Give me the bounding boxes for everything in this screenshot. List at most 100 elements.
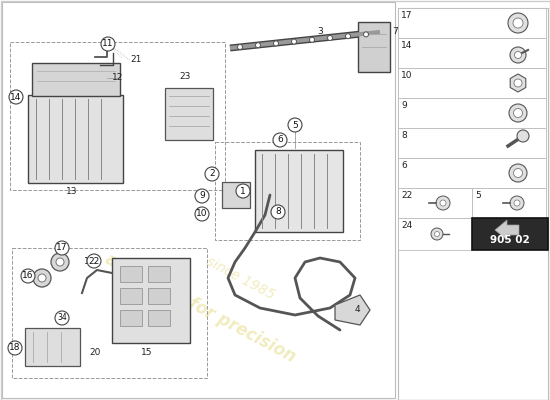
FancyBboxPatch shape [148, 310, 170, 326]
Circle shape [21, 269, 35, 283]
Text: 18: 18 [9, 344, 21, 352]
Circle shape [195, 207, 209, 221]
FancyBboxPatch shape [398, 188, 472, 218]
Polygon shape [335, 295, 370, 325]
Circle shape [510, 47, 526, 63]
Text: 16: 16 [22, 272, 34, 280]
Text: 17: 17 [56, 244, 68, 252]
FancyBboxPatch shape [112, 258, 190, 343]
Text: 34: 34 [57, 314, 67, 322]
FancyBboxPatch shape [148, 288, 170, 304]
Circle shape [236, 184, 250, 198]
Polygon shape [495, 220, 519, 240]
Text: 14: 14 [10, 92, 21, 102]
Circle shape [509, 164, 527, 182]
Text: 12: 12 [112, 74, 123, 82]
Circle shape [195, 189, 209, 203]
Circle shape [509, 104, 527, 122]
Text: 5: 5 [292, 120, 298, 130]
Circle shape [345, 34, 350, 39]
Text: 13: 13 [66, 187, 77, 196]
FancyBboxPatch shape [472, 218, 548, 250]
Circle shape [273, 133, 287, 147]
FancyBboxPatch shape [255, 150, 343, 232]
Polygon shape [510, 74, 526, 92]
FancyBboxPatch shape [25, 328, 80, 366]
Circle shape [87, 254, 101, 268]
Circle shape [327, 36, 333, 40]
Circle shape [9, 90, 23, 104]
Circle shape [101, 37, 115, 51]
FancyBboxPatch shape [472, 188, 546, 218]
Text: 14: 14 [401, 41, 412, 50]
Text: 19: 19 [84, 257, 96, 266]
FancyBboxPatch shape [398, 68, 546, 98]
FancyBboxPatch shape [32, 63, 120, 96]
FancyBboxPatch shape [398, 218, 472, 250]
Text: 2: 2 [209, 170, 215, 178]
Circle shape [271, 205, 285, 219]
Text: 21: 21 [130, 56, 141, 64]
Text: 20: 20 [89, 348, 101, 357]
FancyBboxPatch shape [398, 8, 546, 38]
Text: 22: 22 [89, 256, 100, 266]
FancyBboxPatch shape [165, 88, 213, 140]
FancyBboxPatch shape [358, 22, 390, 72]
Text: 22: 22 [401, 191, 412, 200]
FancyBboxPatch shape [28, 95, 123, 183]
Circle shape [514, 168, 522, 178]
FancyBboxPatch shape [120, 310, 142, 326]
Text: 15: 15 [141, 348, 153, 357]
Circle shape [440, 200, 446, 206]
Circle shape [431, 228, 443, 240]
FancyBboxPatch shape [398, 8, 548, 400]
Circle shape [51, 253, 69, 271]
Circle shape [364, 32, 368, 37]
Circle shape [55, 311, 69, 325]
Text: 7: 7 [392, 27, 398, 36]
FancyBboxPatch shape [222, 182, 250, 208]
FancyBboxPatch shape [398, 158, 546, 188]
Circle shape [205, 167, 219, 181]
Circle shape [238, 44, 243, 50]
Circle shape [514, 79, 522, 87]
Text: 6: 6 [277, 136, 283, 144]
FancyBboxPatch shape [120, 288, 142, 304]
Text: 905 02: 905 02 [490, 235, 530, 245]
Text: 5: 5 [475, 191, 481, 200]
Text: 24: 24 [401, 221, 412, 230]
Circle shape [510, 196, 524, 210]
Text: 8: 8 [401, 131, 407, 140]
Circle shape [292, 39, 296, 44]
Circle shape [517, 130, 529, 142]
FancyBboxPatch shape [398, 128, 546, 158]
Text: 17: 17 [401, 11, 412, 20]
FancyBboxPatch shape [148, 266, 170, 282]
Circle shape [288, 118, 302, 132]
Circle shape [33, 269, 51, 287]
Circle shape [514, 108, 522, 118]
Circle shape [273, 41, 278, 46]
FancyBboxPatch shape [398, 38, 546, 68]
Text: 11: 11 [102, 40, 114, 48]
Text: since 1985: since 1985 [203, 254, 277, 302]
Text: 3: 3 [317, 27, 323, 36]
Text: 10: 10 [196, 210, 208, 218]
Circle shape [310, 37, 315, 42]
Circle shape [55, 241, 69, 255]
Text: 8: 8 [275, 208, 281, 216]
Circle shape [508, 13, 528, 33]
FancyBboxPatch shape [2, 2, 395, 398]
Text: 4: 4 [355, 306, 361, 314]
Circle shape [513, 18, 523, 28]
Text: 1: 1 [240, 186, 246, 196]
Text: 10: 10 [401, 71, 412, 80]
FancyBboxPatch shape [120, 266, 142, 282]
Circle shape [514, 200, 520, 206]
Circle shape [256, 43, 261, 48]
Text: 6: 6 [401, 161, 407, 170]
Circle shape [8, 341, 22, 355]
Circle shape [38, 274, 46, 282]
Circle shape [514, 52, 521, 58]
Text: a passion for precision: a passion for precision [102, 250, 298, 366]
